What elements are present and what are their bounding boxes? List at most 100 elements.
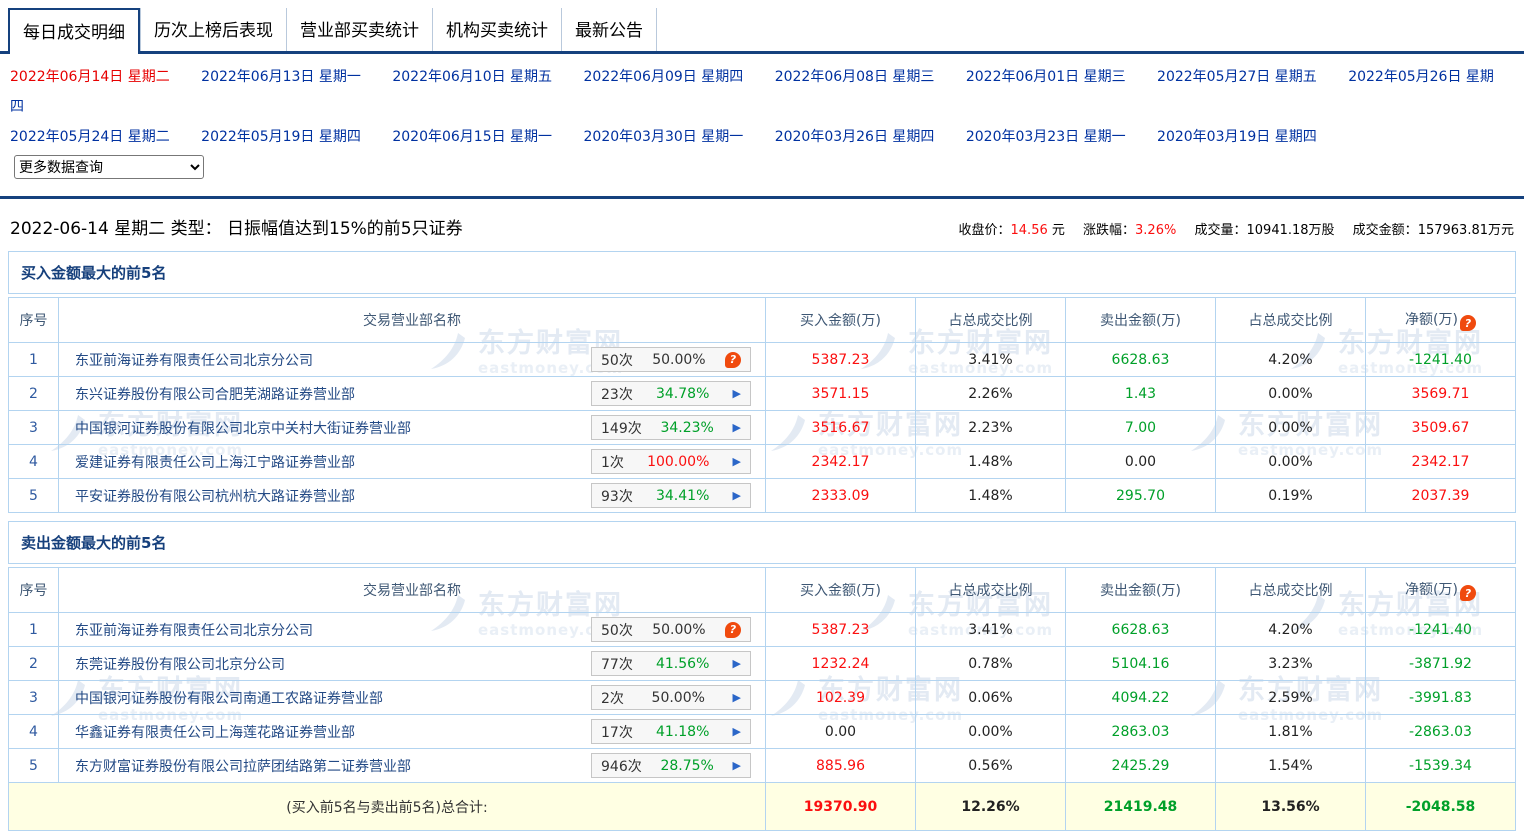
branch-link[interactable]: 东莞证券股份有限公司北京分公司 [75, 656, 285, 673]
sell-board-title: 卖出金额最大的前5名 [8, 521, 1516, 564]
branch-stats-badge[interactable]: 946次 28.75% ▶ [591, 753, 751, 778]
sell-top5-board: 卖出金额最大的前5名 序号 交易营业部名称 买入金额(万) 占总成交比例 卖出金… [8, 521, 1516, 831]
buy-board-title: 买入金额最大的前5名 [8, 251, 1516, 294]
date-link[interactable]: 2022年06月10日 星期五 [392, 69, 553, 85]
expand-arrow-icon[interactable]: ▶ [732, 421, 741, 434]
tab-past-list-performance[interactable]: 历次上榜后表现 [140, 8, 286, 51]
help-icon[interactable]: ? [1459, 585, 1476, 602]
tab-institution-trade-stats[interactable]: 机构买卖统计 [432, 8, 561, 51]
date-link[interactable]: 2020年03月19日 星期四 [1157, 129, 1317, 145]
branch-link[interactable]: 东亚前海证券有限责任公司北京分公司 [75, 622, 313, 639]
table-row: 2 东兴证券股份有限公司合肥芜湖路证券营业部 23次 34.78% ▶ 3571… [8, 376, 1516, 411]
table-header-row: 序号 交易营业部名称 买入金额(万) 占总成交比例 卖出金额(万) 占总成交比例… [8, 567, 1516, 613]
date-link[interactable]: 2020年03月30日 星期一 [583, 129, 744, 145]
col-header-sell: 卖出金额(万) [1065, 297, 1216, 343]
tab-branch-trade-stats[interactable]: 营业部买卖统计 [286, 8, 432, 51]
col-header-net: 净额(万)? [1365, 297, 1516, 343]
date-link[interactable]: 2022年05月19日 星期四 [201, 129, 361, 145]
table-row: 2 东莞证券股份有限公司北京分公司 77次 41.56% ▶ 1232.24 0… [8, 646, 1516, 681]
date-link[interactable]: 2022年06月01日 星期三 [965, 69, 1126, 85]
branch-link[interactable]: 东兴证券股份有限公司合肥芜湖路证券营业部 [75, 386, 355, 403]
help-icon[interactable]: ? [1459, 315, 1476, 332]
branch-stats-badge[interactable]: 93次 34.41% ▶ [591, 483, 751, 508]
date-link[interactable]: 2022年05月24日 星期二 [10, 129, 170, 145]
expand-arrow-icon[interactable]: ▶ [732, 725, 741, 738]
branch-stats-badge[interactable]: 77次 41.56% ▶ [591, 651, 751, 676]
date-link[interactable]: 2020年03月23日 星期一 [965, 129, 1126, 145]
table-row: 1 东亚前海证券有限责任公司北京分公司 50次 50.00% ? 5387.23… [8, 612, 1516, 647]
expand-arrow-icon[interactable]: ▶ [732, 759, 741, 772]
date-link[interactable]: 2022年06月08日 星期三 [774, 69, 935, 85]
help-icon[interactable]: ? [725, 621, 741, 638]
branch-link[interactable]: 平安证券股份有限公司杭州杭大路证券营业部 [75, 488, 355, 505]
col-header-branch: 交易营业部名称 [58, 567, 766, 613]
branch-stats-badge[interactable]: 17次 41.18% ▶ [591, 719, 751, 744]
date-link[interactable]: 2022年06月09日 星期四 [583, 69, 744, 85]
branch-stats-badge[interactable]: 2次 50.00% ▶ [591, 685, 751, 710]
branch-link[interactable]: 中国银河证券股份有限公司北京中关村大街证券营业部 [75, 420, 411, 437]
total-buy-ratio: 12.26% [915, 782, 1066, 831]
expand-arrow-icon[interactable]: ▶ [732, 387, 741, 400]
date-row-2: 2022年05月24日 星期二 2022年05月19日 星期四 2020年06月… [10, 122, 1524, 182]
date-link-list: 2022年06月14日 星期二 2022年06月13日 星期一 2022年06月… [10, 62, 1524, 182]
summary-bar: 2022-06-14 星期二 类型： 日振幅值达到15%的前5只证券 收盘价：1… [10, 214, 1514, 239]
expand-arrow-icon[interactable]: ▶ [732, 657, 741, 670]
sell-top5-table: 序号 交易营业部名称 买入金额(万) 占总成交比例 卖出金额(万) 占总成交比例… [8, 567, 1516, 831]
close-price-stat: 收盘价：14.56 元 [958, 223, 1065, 238]
date-link[interactable]: 2020年06月15日 星期一 [392, 129, 553, 145]
col-header-buy: 买入金额(万) [765, 567, 916, 613]
total-buy: 19370.90 [765, 782, 916, 831]
change-pct-stat: 涨跌幅：3.26% [1083, 223, 1177, 238]
col-header-buy-ratio: 占总成交比例 [915, 567, 1066, 613]
expand-arrow-icon[interactable]: ▶ [732, 455, 741, 468]
col-header-buy: 买入金额(万) [765, 297, 916, 343]
section-divider [0, 196, 1524, 199]
volume-stat: 成交量：10941.18万股 [1194, 223, 1335, 238]
buy-top5-board: 买入金额最大的前5名 序号 交易营业部名称 买入金额(万) 占总成交比例 卖出金… [8, 251, 1516, 513]
col-header-no: 序号 [8, 297, 59, 343]
table-row: 4 华鑫证券有限责任公司上海莲花路证券营业部 17次 41.18% ▶ 0.00… [8, 714, 1516, 749]
table-header-row: 序号 交易营业部名称 买入金额(万) 占总成交比例 卖出金额(万) 占总成交比例… [8, 297, 1516, 343]
turnover-stat: 成交金额：157963.81万元 [1352, 223, 1514, 238]
expand-arrow-icon[interactable]: ▶ [732, 691, 741, 704]
col-header-sell: 卖出金额(万) [1065, 567, 1216, 613]
stock-stats: 收盘价：14.56 元 涨跌幅：3.26% 成交量：10941.18万股 成交金… [945, 219, 1515, 238]
date-link[interactable]: 2022年05月26日 星期四 [10, 69, 1494, 115]
table-row: 5 平安证券股份有限公司杭州杭大路证券营业部 93次 34.41% ▶ 2333… [8, 478, 1516, 513]
col-header-buy-ratio: 占总成交比例 [915, 297, 1066, 343]
more-data-select[interactable]: 更多数据查询 [14, 155, 204, 179]
date-link-active[interactable]: 2022年06月14日 星期二 [10, 69, 170, 85]
branch-stats-badge[interactable]: 149次 34.23% ▶ [591, 415, 751, 440]
total-sell: 21419.48 [1065, 782, 1216, 831]
date-link[interactable]: 2022年06月13日 星期一 [201, 69, 361, 85]
total-net: -2048.58 [1365, 782, 1516, 831]
branch-stats-badge[interactable]: 23次 34.78% ▶ [591, 381, 751, 406]
page-title: 2022-06-14 星期二 类型： 日振幅值达到15%的前5只证券 [10, 219, 463, 239]
branch-link[interactable]: 东方财富证券股份有限公司拉萨团结路第二证券营业部 [75, 758, 411, 775]
tab-latest-announcements[interactable]: 最新公告 [561, 8, 657, 51]
table-row: 5 东方财富证券股份有限公司拉萨团结路第二证券营业部 946次 28.75% ▶… [8, 748, 1516, 783]
table-row: 4 爱建证券有限责任公司上海江宁路证券营业部 1次 100.00% ▶ 2342… [8, 444, 1516, 479]
date-link[interactable]: 2020年03月26日 星期四 [774, 129, 935, 145]
date-link[interactable]: 2022年05月27日 星期五 [1157, 69, 1317, 85]
tab-bar: 每日成交明细 历次上榜后表现 营业部买卖统计 机构买卖统计 最新公告 [0, 0, 1524, 54]
branch-stats-badge[interactable]: 50次 50.00% ? [591, 617, 751, 642]
col-header-net: 净额(万)? [1365, 567, 1516, 613]
col-header-no: 序号 [8, 567, 59, 613]
branch-stats-badge[interactable]: 50次 50.00% ? [591, 347, 751, 372]
col-header-branch: 交易营业部名称 [58, 297, 766, 343]
table-row: 1 东亚前海证券有限责任公司北京分公司 50次 50.00% ? 5387.23… [8, 342, 1516, 377]
tab-daily-transaction-details[interactable]: 每日成交明细 [8, 8, 140, 54]
total-label: (买入前5名与卖出前5名)总合计: [8, 782, 766, 831]
buy-top5-table: 序号 交易营业部名称 买入金额(万) 占总成交比例 卖出金额(万) 占总成交比例… [8, 297, 1516, 513]
branch-stats-badge[interactable]: 1次 100.00% ▶ [591, 449, 751, 474]
date-row-1: 2022年06月14日 星期二 2022年06月13日 星期一 2022年06月… [10, 62, 1524, 122]
branch-link[interactable]: 东亚前海证券有限责任公司北京分公司 [75, 352, 313, 369]
branch-link[interactable]: 中国银河证券股份有限公司南通工农路证券营业部 [75, 690, 383, 707]
expand-arrow-icon[interactable]: ▶ [732, 489, 741, 502]
branch-link[interactable]: 爱建证券有限责任公司上海江宁路证券营业部 [75, 454, 355, 471]
branch-link[interactable]: 华鑫证券有限责任公司上海莲花路证券营业部 [75, 724, 355, 741]
help-icon[interactable]: ? [725, 351, 741, 368]
total-sell-ratio: 13.56% [1215, 782, 1366, 831]
boards-area: 东方财富网 eastmoney.com 东方财富网 eastmoney.com 东方… [8, 251, 1516, 831]
